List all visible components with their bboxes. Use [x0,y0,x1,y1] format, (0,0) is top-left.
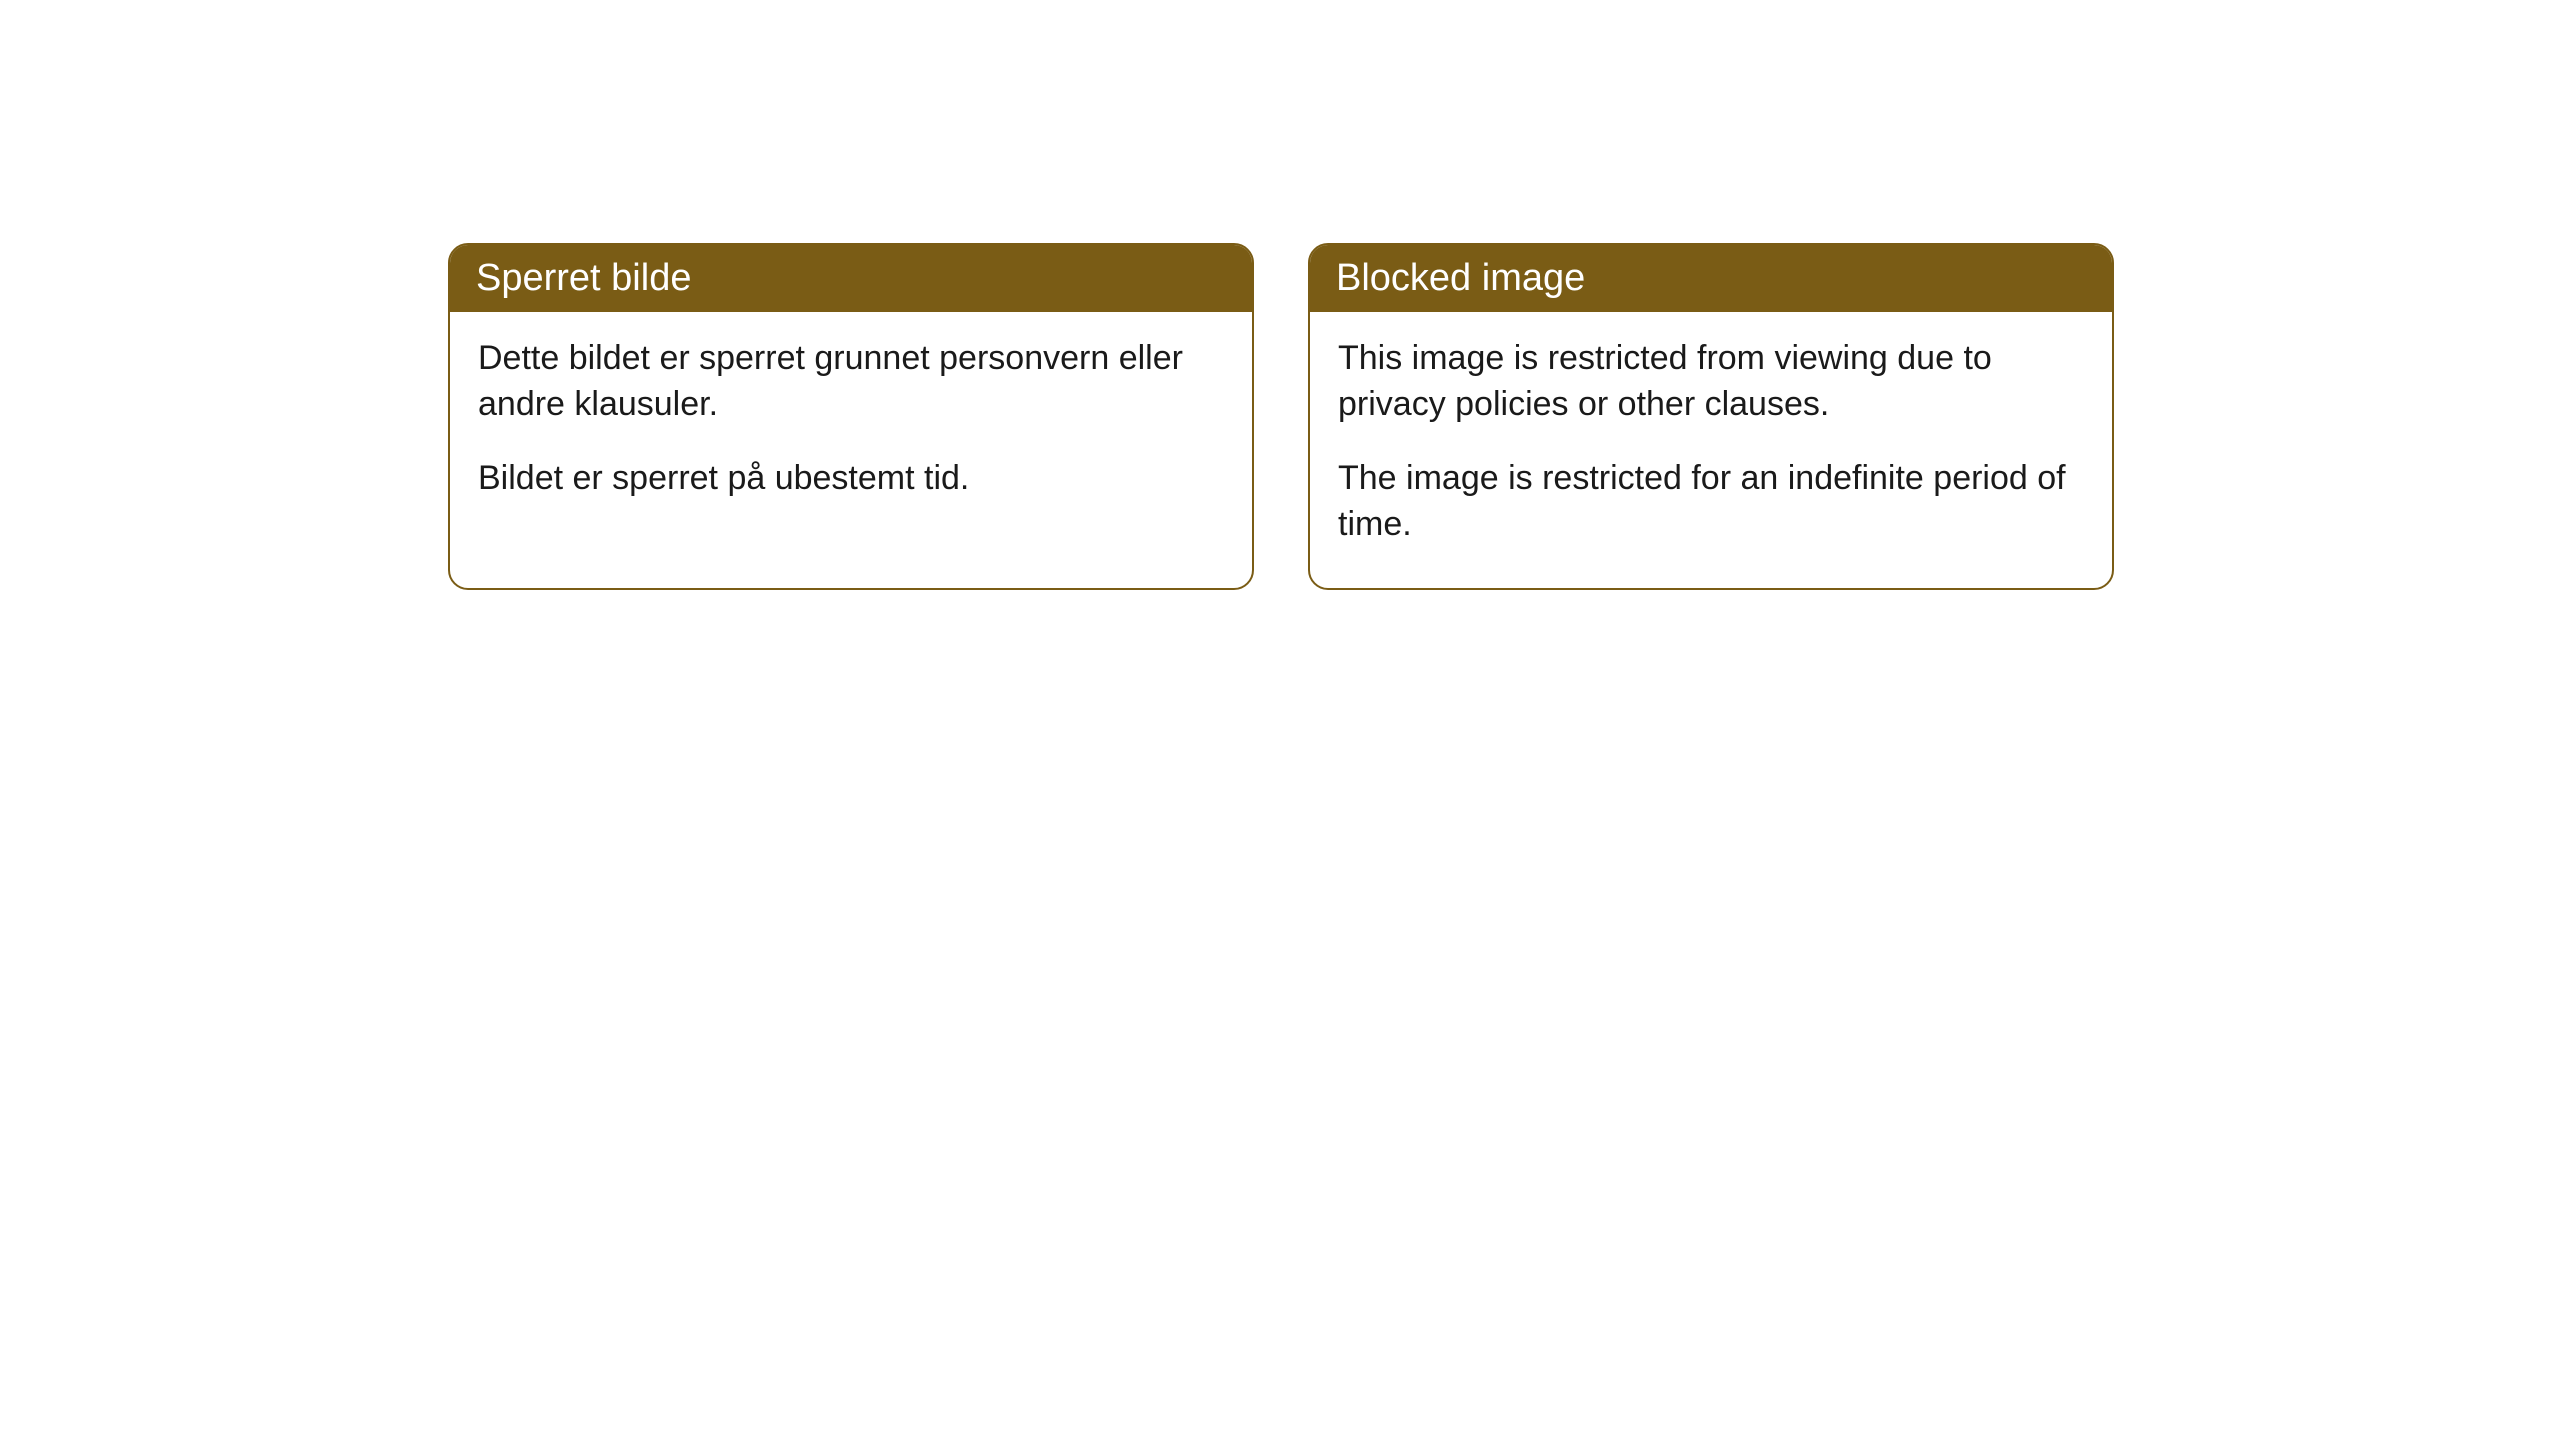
card-text-no-1: Dette bildet er sperret grunnet personve… [478,336,1224,428]
card-text-en-1: This image is restricted from viewing du… [1338,336,2084,428]
card-text-en-2: The image is restricted for an indefinit… [1338,456,2084,548]
blocked-image-card-no: Sperret bilde Dette bildet er sperret gr… [448,243,1254,590]
card-title-en: Blocked image [1336,257,1585,299]
cards-container: Sperret bilde Dette bildet er sperret gr… [448,243,2114,590]
blocked-image-card-en: Blocked image This image is restricted f… [1308,243,2114,590]
card-title-no: Sperret bilde [476,257,691,299]
card-header-no: Sperret bilde [450,245,1252,312]
card-header-en: Blocked image [1310,245,2112,312]
card-text-no-2: Bildet er sperret på ubestemt tid. [478,456,1224,502]
card-body-no: Dette bildet er sperret grunnet personve… [450,312,1252,542]
card-body-en: This image is restricted from viewing du… [1310,312,2112,588]
